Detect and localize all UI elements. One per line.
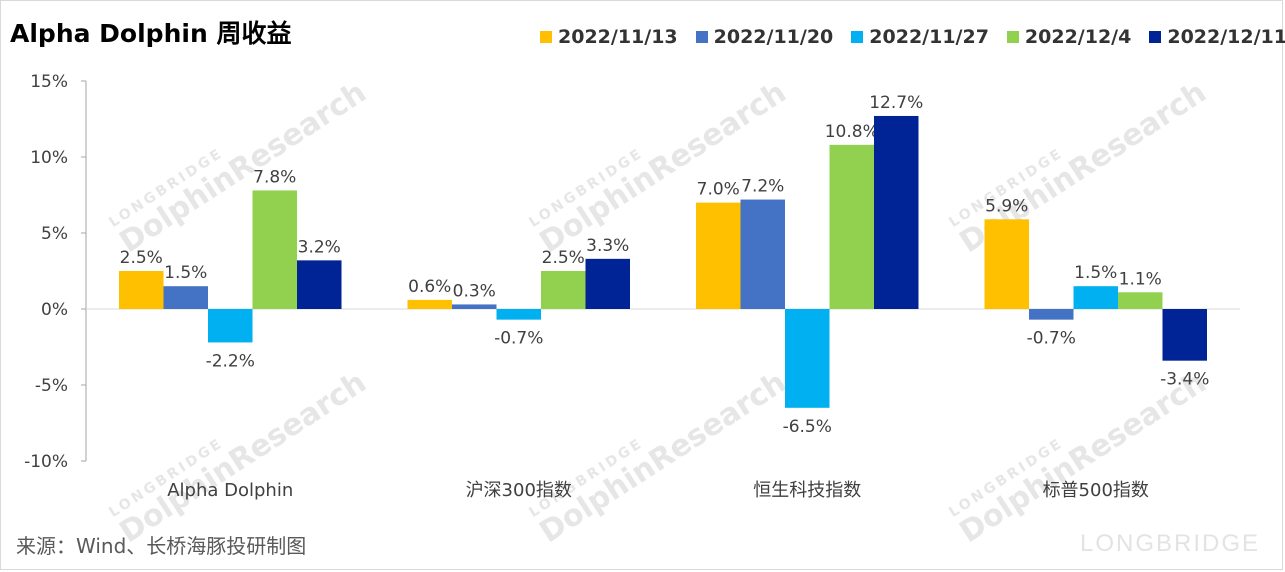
data-label: 0.3% (453, 281, 496, 301)
chart-title: Alpha Dolphin 周收益 (10, 19, 292, 48)
y-tick-label: -5% (35, 376, 68, 396)
bar (585, 258, 630, 309)
bar (984, 219, 1029, 309)
legend-label: 2022/12/11 (1167, 26, 1285, 48)
bar (1118, 292, 1163, 309)
data-label: 10.8% (825, 122, 879, 142)
bar (740, 199, 785, 309)
bar (541, 271, 586, 309)
legend-swatch (1149, 31, 1162, 43)
bar (829, 144, 874, 309)
bar (208, 309, 253, 343)
legend-swatch (1006, 31, 1019, 43)
bar (119, 271, 164, 309)
legend-item: 2022/11/13 (540, 26, 678, 48)
bar (874, 115, 919, 310)
data-label: 2.5% (542, 248, 585, 268)
data-label: 7.8% (253, 167, 296, 187)
data-label: 1.1% (1119, 269, 1162, 289)
brand-watermark: LONGBRIDGE (1080, 530, 1261, 557)
x-category-label: 标普500指数 (1043, 480, 1149, 501)
x-category-label: Alpha Dolphin (167, 480, 293, 501)
x-category-label: 恒生科技指数 (753, 480, 861, 501)
y-tick-label: 10% (30, 148, 68, 168)
bar (785, 309, 830, 408)
bar (407, 299, 452, 309)
chart-legend: 2022/11/13 2022/11/20 2022/11/27 2022/12… (540, 26, 1285, 48)
y-tick-label: 0% (41, 300, 68, 320)
legend-label: 2022/12/4 (1024, 26, 1132, 48)
data-label: -0.7% (1027, 329, 1076, 349)
source-note: 来源：Wind、长桥海豚投研制图 (16, 534, 307, 558)
data-label: 2.5% (120, 248, 163, 268)
data-label: 7.0% (697, 180, 740, 200)
data-label: 7.2% (741, 177, 784, 197)
bar (163, 286, 208, 309)
data-label: 5.9% (985, 196, 1028, 216)
data-label: 3.3% (586, 236, 629, 256)
y-tick-label: 15% (30, 72, 68, 92)
legend-label: 2022/11/20 (713, 26, 834, 48)
bar (496, 309, 541, 320)
legend-item: 2022/11/20 (695, 26, 834, 48)
data-label: -6.5% (783, 417, 832, 437)
y-tick-label: 5% (41, 224, 68, 244)
bar (696, 202, 741, 309)
bar (297, 260, 342, 309)
legend-swatch (695, 31, 708, 43)
legend-swatch (851, 31, 864, 43)
legend-label: 2022/11/27 (869, 26, 989, 48)
data-label: -3.4% (1160, 370, 1209, 390)
data-label: 1.5% (164, 263, 207, 283)
bar (1073, 286, 1118, 309)
legend-item: 2022/12/4 (1006, 26, 1132, 48)
legend-swatch (540, 31, 552, 43)
data-label: -0.7% (494, 329, 543, 349)
x-category-label: 沪深300指数 (466, 480, 572, 501)
data-label: -2.2% (206, 351, 255, 371)
bar (1029, 309, 1074, 320)
data-label: 3.2% (298, 237, 341, 257)
data-label: 12.7% (869, 93, 923, 113)
bar (1162, 309, 1207, 361)
legend-item: 2022/11/27 (851, 26, 989, 48)
y-tick-label: -10% (24, 452, 68, 472)
legend-label: 2022/11/13 (558, 26, 678, 48)
bar (452, 304, 497, 309)
bar (252, 190, 297, 309)
legend-item: 2022/12/11 (1149, 26, 1285, 48)
data-label: 1.5% (1074, 263, 1117, 283)
data-label: 0.6% (408, 277, 451, 297)
